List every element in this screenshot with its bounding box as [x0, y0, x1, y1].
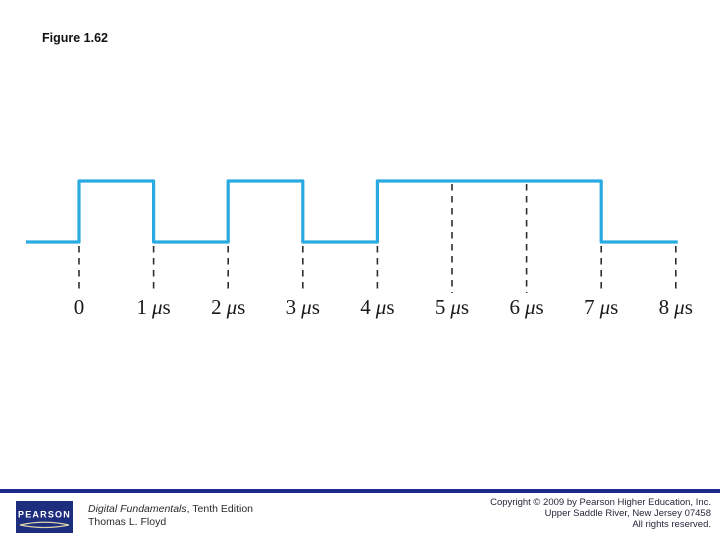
book-info: Digital Fundamentals, Tenth Edition Thom…: [88, 503, 253, 529]
axis-tick-label: 3 μs: [285, 295, 320, 319]
pearson-logo-graphic: PEARSON: [16, 501, 73, 533]
axis-tick-label: 8 μs: [658, 295, 693, 319]
copyright-line-3: All rights reserved.: [632, 519, 711, 530]
pearson-logo-wordmark: PEARSON: [18, 510, 71, 520]
axis-tick-label: 2 μs: [211, 295, 246, 319]
copyright-line-2: Upper Saddle River, New Jersey 07458: [544, 508, 711, 519]
copyright-line-1: Copyright © 2009 by Pearson Higher Educa…: [490, 497, 711, 508]
footer-divider-line: [0, 489, 720, 493]
copyright-block: Copyright © 2009 by Pearson Higher Educa…: [490, 497, 711, 530]
pearson-logo: PEARSON: [16, 501, 73, 533]
axis-tick-label: 4 μs: [360, 295, 395, 319]
book-edition: , Tenth Edition: [186, 503, 253, 515]
pearson-logo-swoosh-lower: [19, 524, 70, 529]
book-author: Thomas L. Floyd: [88, 516, 167, 528]
axis-tick-label: 7 μs: [584, 295, 619, 319]
book-title-line: Digital Fundamentals, Tenth Edition: [88, 503, 253, 516]
pulse-waveform-trace: [26, 179, 678, 244]
axis-tick-label: 6 μs: [509, 295, 544, 319]
figure-title: Figure 1.62: [42, 31, 108, 45]
axis-tick-label: 1 μs: [136, 295, 171, 319]
pearson-logo-swoosh-upper: [19, 521, 70, 526]
axis-tick-label: 0: [73, 295, 85, 319]
axis-tick-label: 5 μs: [434, 295, 470, 319]
book-title: Digital Fundamentals: [88, 503, 187, 515]
